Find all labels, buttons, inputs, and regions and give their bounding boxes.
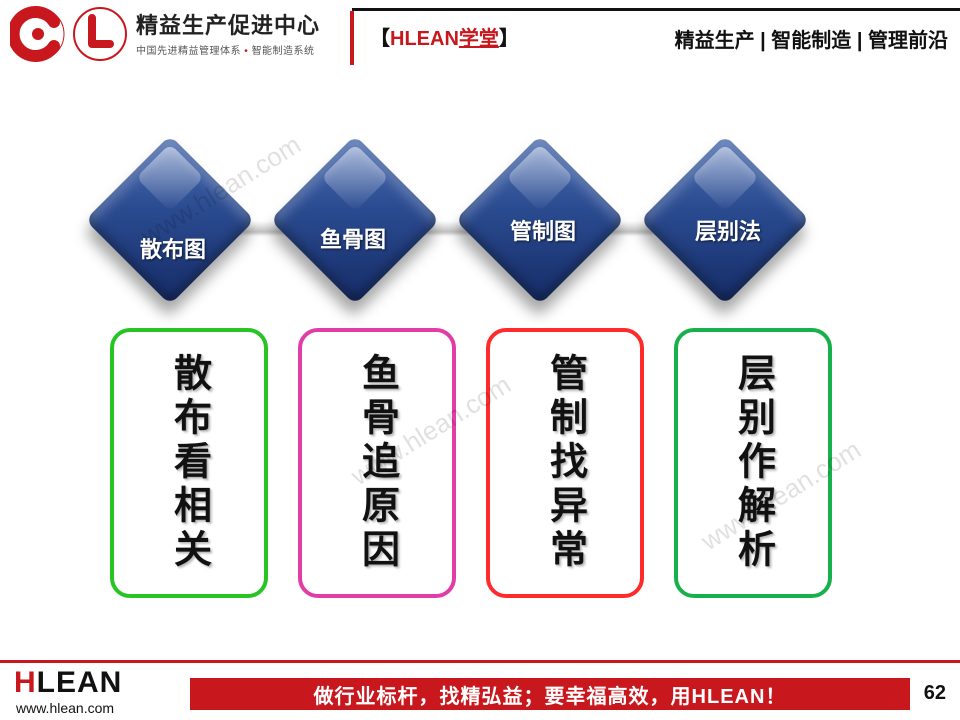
logo-l-icon (72, 6, 128, 62)
brand-hlean: HLEAN (390, 28, 459, 50)
bracket-l: 【 (370, 28, 390, 50)
footer-logo-h: H (14, 666, 37, 699)
header-right-text: 精益生产 | 智能制造 | 管理前沿 (675, 24, 948, 53)
footer-logo-rest: LEAN (37, 666, 123, 699)
card-text-0: 散布看相关 (162, 353, 217, 573)
logo-c-icon (10, 6, 66, 62)
footer-rule (0, 660, 960, 663)
logo-text: 精益生产促进中心 中国先进精益管理体系 • 智能制造系统 (136, 8, 356, 57)
card-text-2: 管制找异常 (538, 353, 593, 573)
header-brand: 【HLEAN学堂】 (370, 22, 519, 51)
footer-page-number: 62 (924, 682, 946, 705)
footer-bar: 做行业标杆，找精弘益；要幸福高效，用HLEAN！ (190, 678, 910, 710)
header: 精益生产促进中心 中国先进精益管理体系 • 智能制造系统 【HLEAN学堂】 精… (0, 0, 960, 70)
cube-label-2: 管制图 (510, 214, 576, 246)
header-rule (352, 8, 960, 11)
cards-row: 散布看相关鱼骨追原因管制找异常层别作解析 (110, 328, 850, 608)
logo-sub-a: 中国先进精益管理体系 (136, 46, 241, 57)
header-accent (350, 11, 354, 65)
cube-label-3: 层别法 (695, 214, 761, 246)
cube-label-1: 鱼骨图 (320, 222, 386, 254)
card-2: 管制找异常 (486, 328, 644, 598)
logo-sub-b: 智能制造系统 (252, 46, 315, 57)
brand-link[interactable]: 学堂 (459, 28, 499, 50)
bracket-r: 】 (499, 28, 519, 50)
footer: HLEAN www.hlean.com 做行业标杆，找精弘益；要幸福高效，用HL… (0, 660, 960, 720)
footer-logo: HLEAN (14, 666, 122, 700)
logo-subtitle: 中国先进精益管理体系 • 智能制造系统 (136, 42, 356, 57)
footer-url[interactable]: www.hlean.com (16, 700, 114, 716)
logo-title: 精益生产促进中心 (136, 8, 356, 40)
card-0: 散布看相关 (110, 328, 268, 598)
